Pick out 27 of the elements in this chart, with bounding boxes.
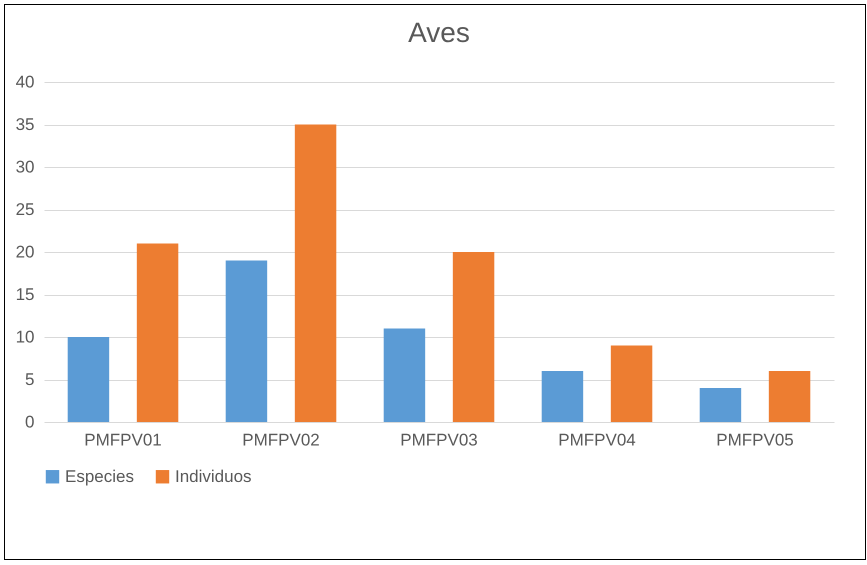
x-tick-label: PMFPV04: [558, 430, 636, 450]
x-tick-label: PMFPV01: [84, 430, 162, 450]
y-tick-label: 40: [16, 72, 34, 92]
y-tick-label: 30: [16, 158, 34, 176]
bar: [68, 337, 110, 422]
y-tick-label: 5: [25, 370, 34, 389]
legend-label: Especies: [65, 466, 134, 486]
bar: [768, 371, 810, 422]
bar: [384, 328, 426, 422]
bar: [542, 371, 584, 422]
y-tick-label: 0: [25, 412, 34, 432]
bar: [294, 124, 336, 422]
y-tick-label: 25: [16, 200, 34, 219]
bar: [226, 260, 268, 422]
y-tick-label: 15: [16, 285, 34, 304]
bar: [136, 244, 178, 422]
chart-title: Aves: [408, 17, 470, 48]
y-tick-label: 20: [16, 242, 34, 262]
legend-label: Individuos: [175, 466, 252, 486]
bar: [452, 252, 494, 422]
x-tick-label: PMFPV02: [242, 430, 320, 450]
x-tick-label: PMFPV05: [716, 430, 794, 450]
x-tick-label: PMFPV03: [400, 430, 478, 450]
y-tick-label: 10: [16, 328, 34, 346]
bar: [700, 388, 742, 422]
y-tick-label: 35: [16, 115, 34, 134]
bar: [610, 346, 652, 422]
